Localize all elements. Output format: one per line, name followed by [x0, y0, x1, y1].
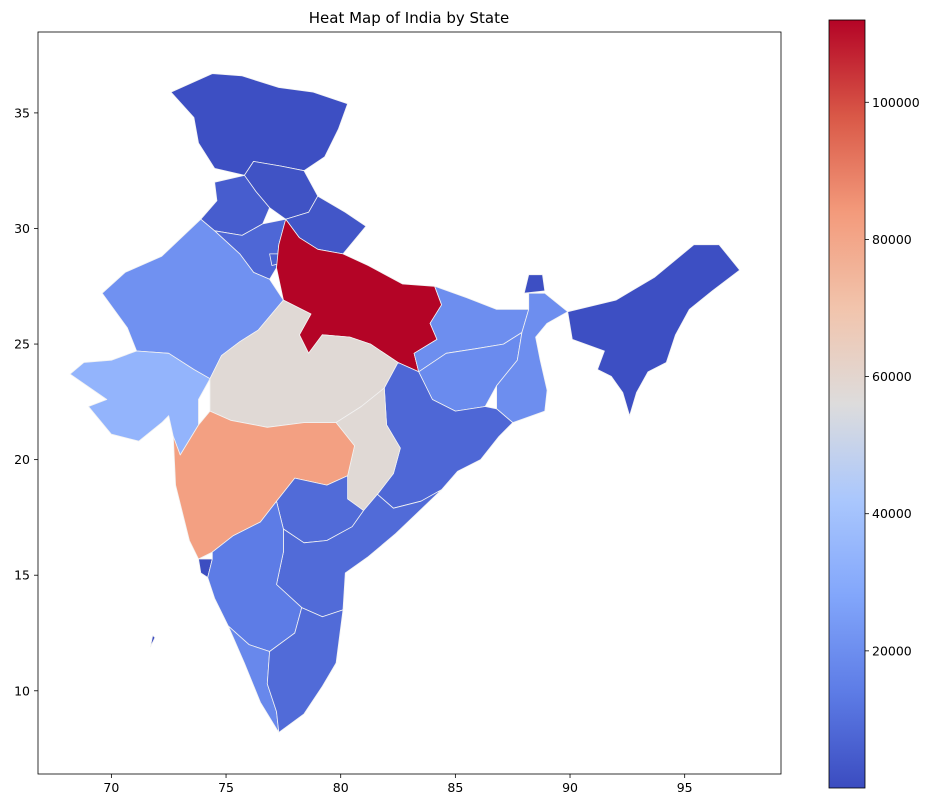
- y-tick-label: 20: [14, 452, 30, 467]
- colorbar: [828, 19, 866, 789]
- x-tick-label: 80: [333, 780, 349, 795]
- x-tick-label: 85: [447, 780, 463, 795]
- state-jammu-kashmir: [170, 73, 348, 176]
- colorbar-tick-label: 60000: [872, 369, 912, 384]
- colorbar-tick-label: 40000: [872, 506, 912, 521]
- colorbar-tick-label: 20000: [872, 643, 912, 658]
- state-regions: [69, 73, 741, 733]
- state-west-bengal: [496, 292, 569, 423]
- x-tick-label: 70: [103, 780, 119, 795]
- y-tick-label: 30: [14, 221, 30, 236]
- state-sikkim: [523, 274, 546, 294]
- chart-title: Heat Map of India by State: [309, 9, 509, 27]
- state-tamil-nadu: [266, 607, 344, 733]
- y-tick-label: 15: [14, 568, 30, 583]
- x-tick-label: 95: [677, 780, 693, 795]
- x-axis-ticks: 70 75 80 85 90 95: [103, 774, 693, 795]
- state-northeast-states: [567, 244, 741, 417]
- y-axis-ticks: 10 15 20 25 30 35: [14, 105, 38, 698]
- y-tick-label: 25: [14, 337, 30, 352]
- x-tick-label: 90: [562, 780, 578, 795]
- y-tick-label: 10: [14, 683, 30, 698]
- colorbar-ticks: 20000 40000 60000 80000 100000: [865, 95, 920, 658]
- state-lakshadweep: [150, 634, 156, 648]
- colorbar-tick-label: 100000: [872, 95, 920, 110]
- x-tick-label: 75: [218, 780, 234, 795]
- colorbar-tick-label: 80000: [872, 232, 912, 247]
- y-tick-label: 35: [14, 105, 30, 120]
